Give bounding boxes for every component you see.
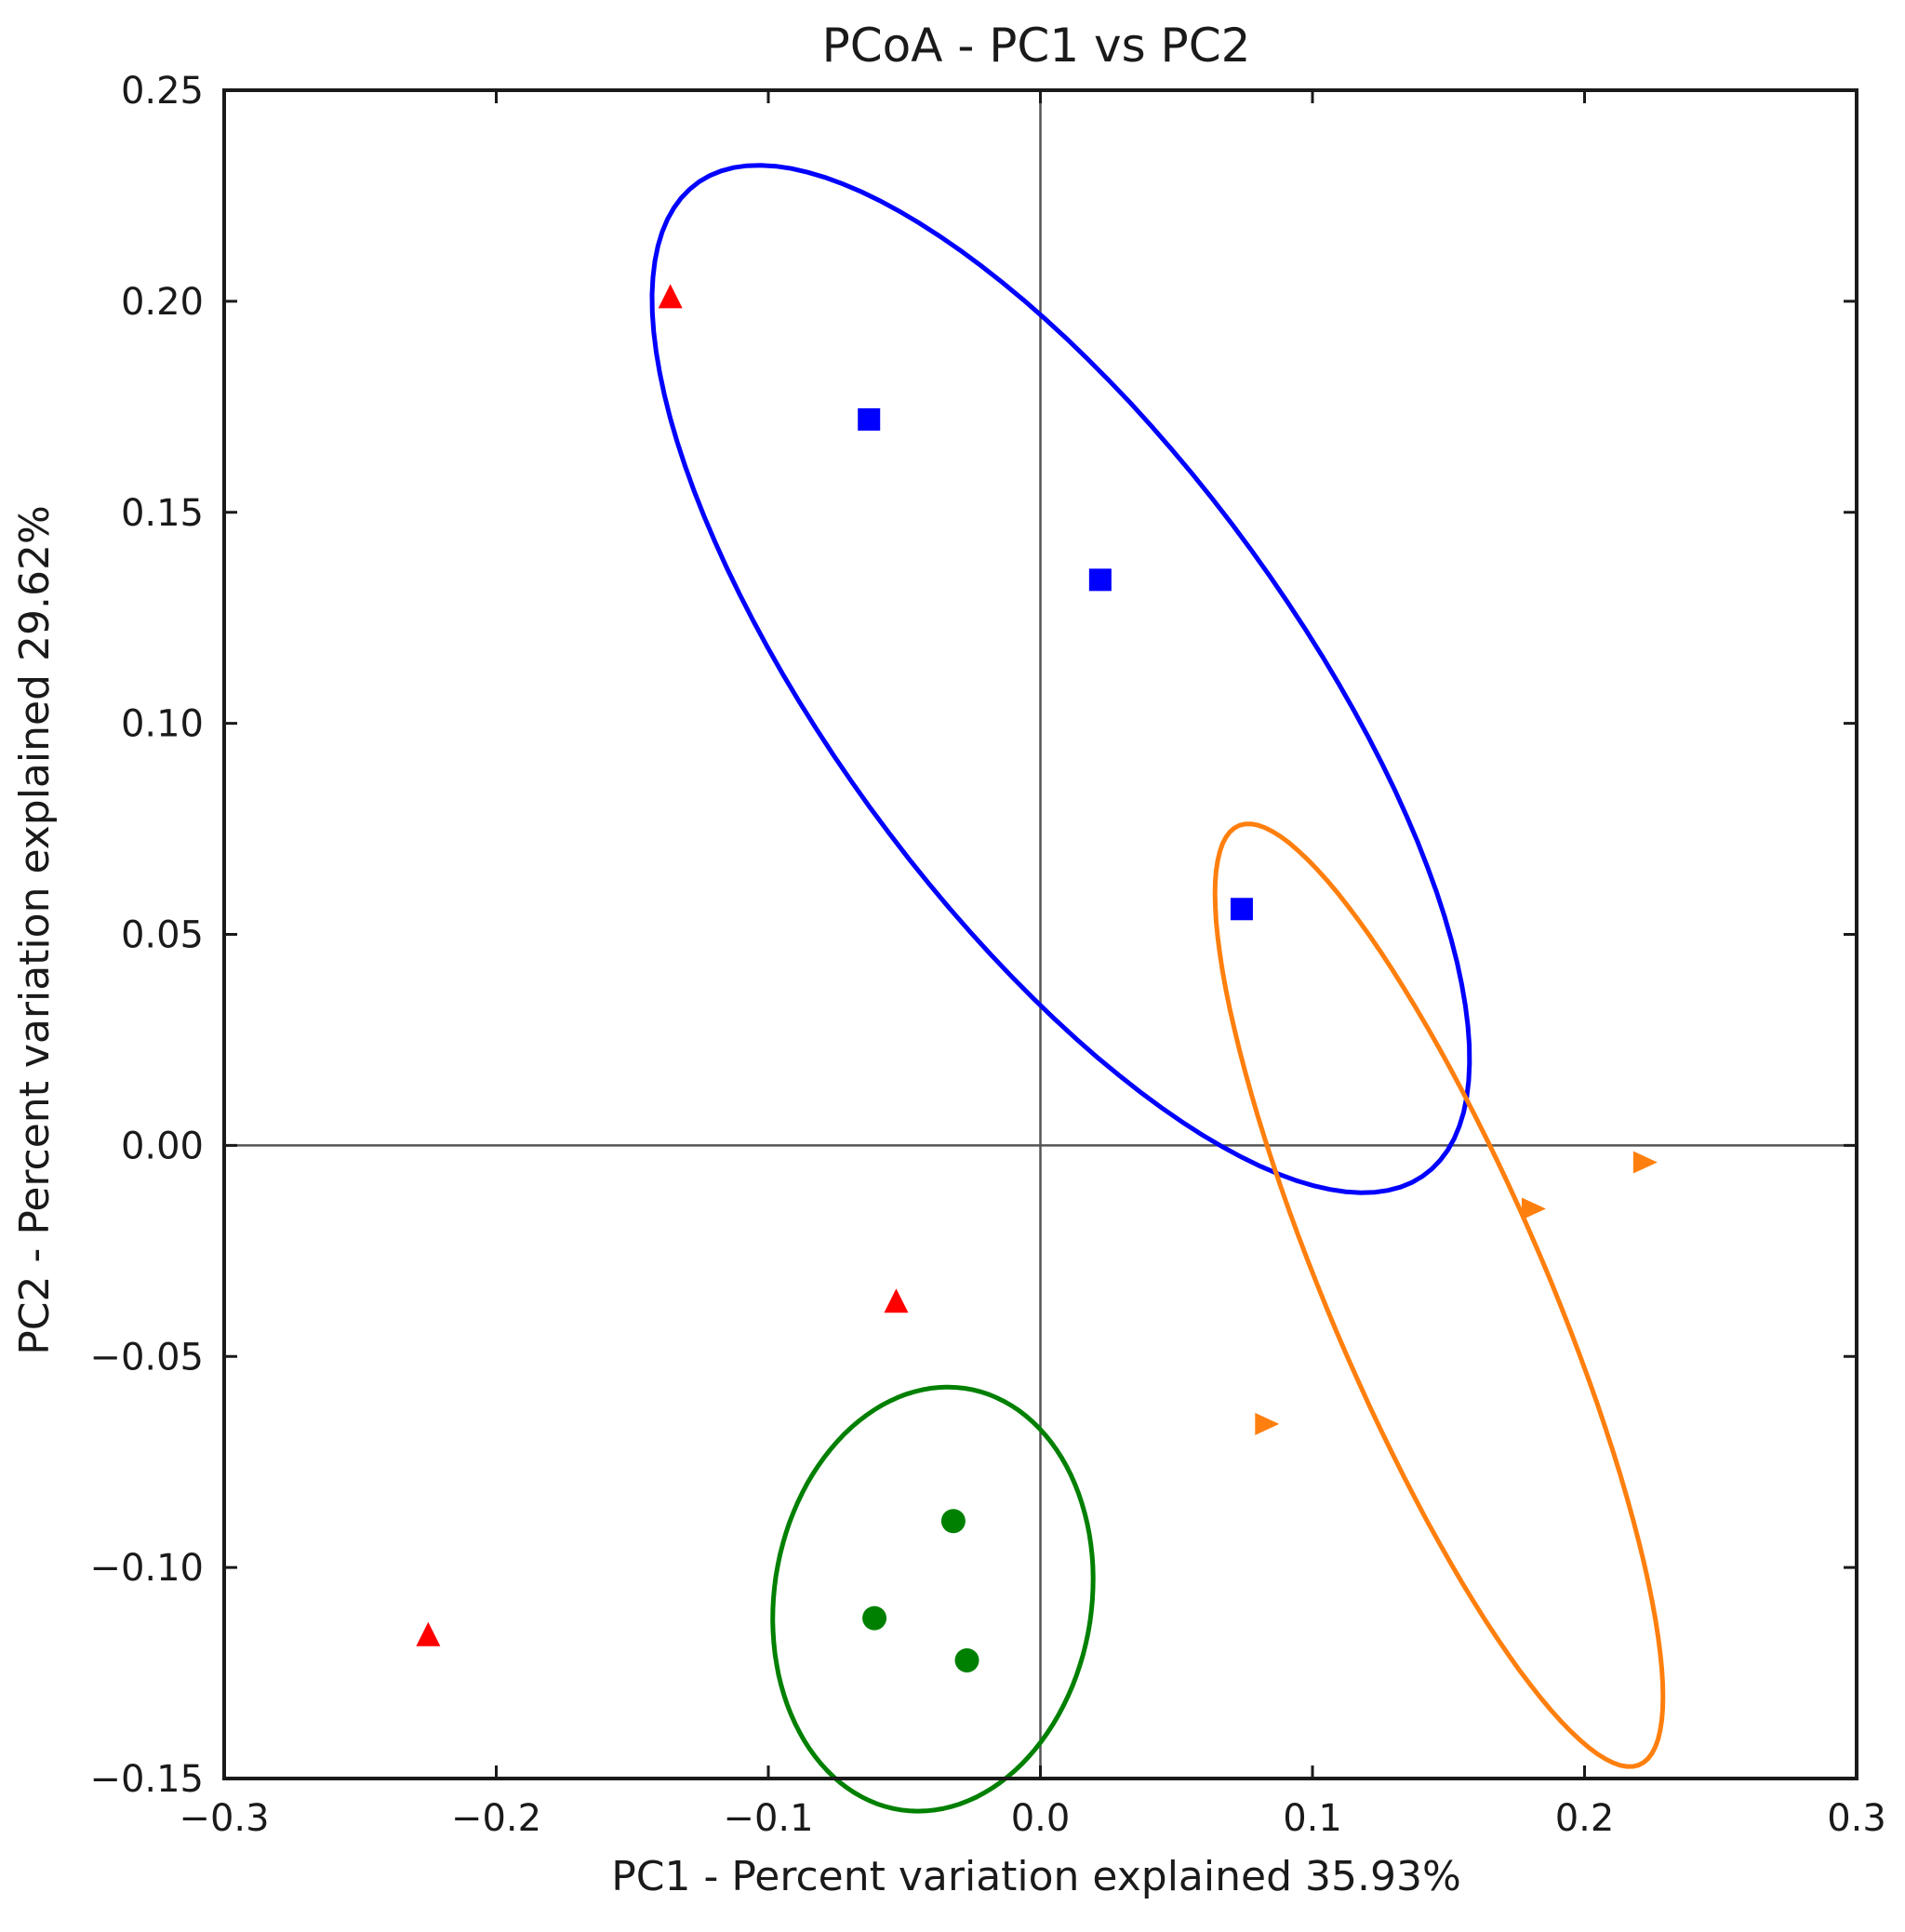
x-axis-label: PC1 - Percent variation explained 35.93% — [611, 1853, 1461, 1900]
y-tick-label: −0.15 — [89, 1758, 204, 1801]
point-series-1-2 — [884, 1288, 909, 1313]
ellipse-series-2 — [649, 163, 1472, 1195]
point-series-1-3 — [416, 1621, 441, 1646]
point-series-2-2 — [1088, 568, 1112, 592]
y-tick-label: −0.10 — [89, 1547, 204, 1590]
point-series-4-2 — [1521, 1197, 1546, 1220]
point-series-1-1 — [658, 284, 683, 309]
x-tick-label: 0.2 — [1555, 1797, 1615, 1840]
y-tick-label: 0.15 — [121, 492, 204, 535]
y-tick-label: 0.20 — [121, 281, 204, 324]
point-series-4-3 — [1255, 1412, 1280, 1435]
x-tick-label: 0.0 — [1011, 1797, 1071, 1840]
x-tick-label: 0.3 — [1827, 1797, 1886, 1840]
y-axis-label: PC2 - Percent variation explained 29.62% — [11, 505, 59, 1355]
point-series-3-3 — [954, 1647, 979, 1672]
point-series-2-1 — [858, 407, 881, 431]
y-tick-label: −0.05 — [89, 1336, 204, 1379]
plot-area: −0.3 −0.2 −0.1 0.0 0.1 0.2 0.3 −0.15 −0.10 −0.05 0… — [89, 70, 1885, 1840]
ellipse-series-3 — [770, 1384, 1096, 1814]
ellipse-series-4 — [1212, 821, 1666, 1769]
chart-title: PCoA - PC1 vs PC2 — [822, 19, 1251, 73]
point-series-4-1 — [1632, 1151, 1658, 1174]
y-tick-label: 0.00 — [121, 1125, 204, 1167]
point-series-2-3 — [1230, 898, 1253, 921]
y-tick-label: 0.10 — [121, 703, 204, 746]
x-tick-label: −0.2 — [451, 1797, 541, 1840]
point-series-3-1 — [940, 1509, 966, 1534]
y-tick-label: 0.25 — [121, 70, 204, 113]
x-tick-label: 0.1 — [1283, 1797, 1342, 1840]
x-tick-label: −0.3 — [179, 1797, 269, 1840]
y-tick-label: 0.05 — [121, 914, 204, 957]
point-series-3-2 — [862, 1606, 887, 1631]
x-tick-label: −0.1 — [723, 1797, 813, 1840]
